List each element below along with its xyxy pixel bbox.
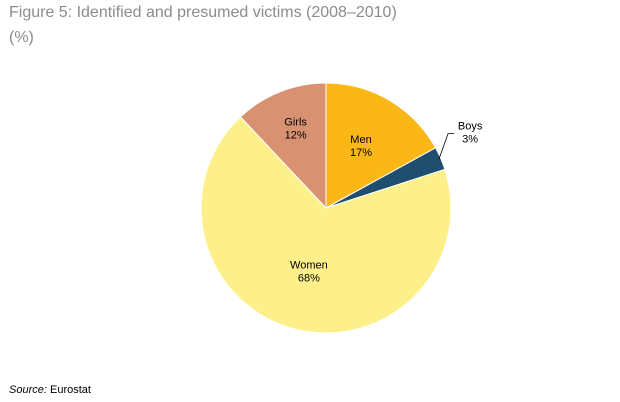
pie-slice-women [200,116,452,334]
figure-title: Figure 5: Identified and presumed victim… [9,4,397,21]
slice-value-boys: 3% [462,134,478,146]
slice-value-girls: 12% [285,129,307,141]
source-label: Source: [9,384,47,396]
source-text: Eurostat [49,384,91,396]
slice-label-women: Women [290,260,328,272]
slice-value-women: 68% [298,273,320,285]
slice-value-men: 17% [350,147,372,159]
source-note: Source: Eurostat [9,384,91,396]
pie-slice-girls [239,82,327,210]
pie-slices [200,82,452,334]
leader-line-boys [438,133,455,160]
slice-label-girls: Girls [284,116,307,128]
figure-subtitle: (%) [9,29,34,46]
slice-label-men: Men [350,134,371,146]
pie-slice-men [325,82,437,209]
slice-label-boys: Boys [458,121,483,133]
